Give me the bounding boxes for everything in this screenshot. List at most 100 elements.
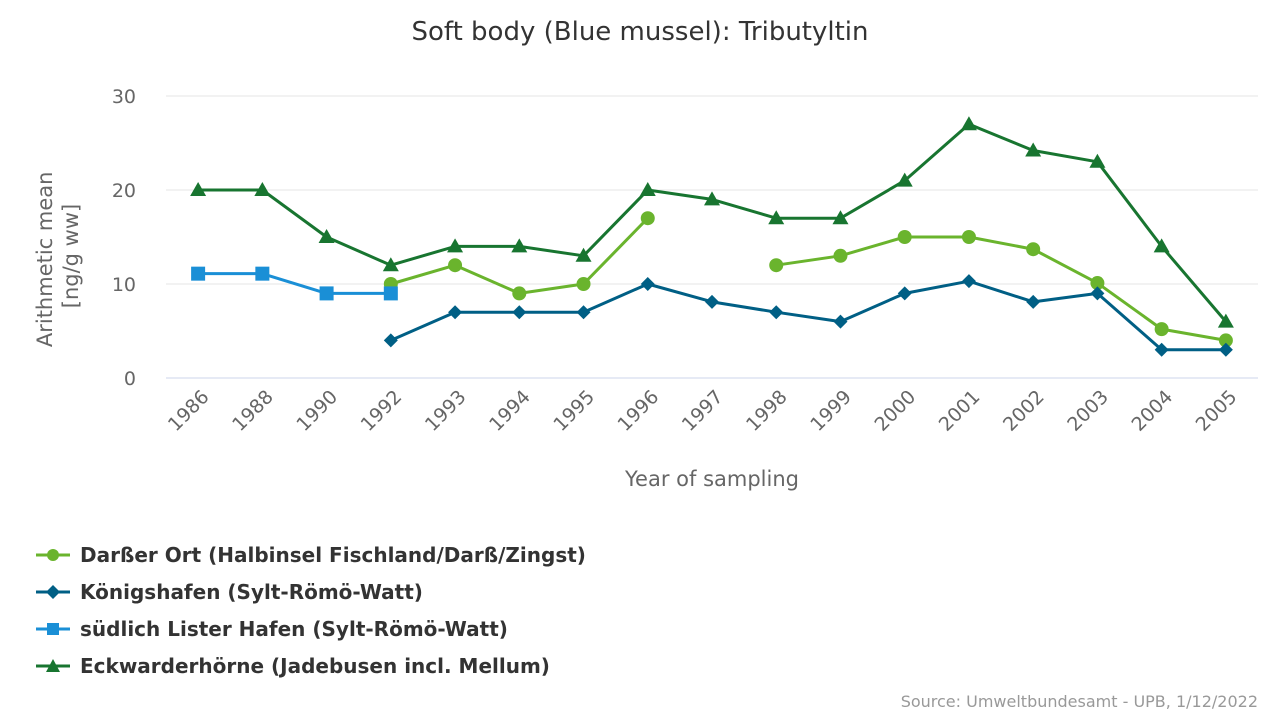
data-point[interactable] xyxy=(1026,294,1041,309)
legend-marker xyxy=(46,584,60,599)
x-tick-label: 1990 xyxy=(292,386,342,436)
series-2 xyxy=(191,266,398,301)
x-tick-label: 1988 xyxy=(228,386,278,436)
data-point[interactable] xyxy=(1090,276,1105,291)
x-tick-label: 2004 xyxy=(1127,386,1177,436)
data-point[interactable] xyxy=(1090,286,1105,301)
data-point[interactable] xyxy=(1218,342,1233,357)
legend-marker xyxy=(47,548,59,561)
legend-circle-icon xyxy=(36,548,70,561)
chart-title: Soft body (Blue mussel): Tributyltin xyxy=(411,17,868,47)
legend-marker xyxy=(46,658,60,672)
data-point[interactable] xyxy=(382,257,399,272)
data-point[interactable] xyxy=(383,286,398,301)
data-point[interactable] xyxy=(1154,322,1169,337)
y-tick-label: 20 xyxy=(112,180,136,202)
x-tick-label: 1986 xyxy=(164,386,214,436)
data-point[interactable] xyxy=(1153,238,1170,253)
data-point[interactable] xyxy=(961,274,976,289)
legend-item-koenigshafen[interactable]: Königshafen (Sylt-Römö-Watt) xyxy=(36,573,586,610)
data-point[interactable] xyxy=(191,266,206,281)
x-tick-label: 1992 xyxy=(357,386,407,436)
legend-marker xyxy=(47,622,59,635)
series-line xyxy=(390,279,1226,352)
data-point[interactable] xyxy=(255,266,270,281)
x-tick-label: 2003 xyxy=(1063,386,1113,436)
series-layer xyxy=(190,116,1234,357)
x-tick-label: 2005 xyxy=(1192,386,1242,436)
y-tick-label: 0 xyxy=(124,368,136,390)
data-point[interactable] xyxy=(512,305,527,320)
data-point[interactable] xyxy=(1026,242,1041,257)
legend-item-darsser-ort[interactable]: Darßer Ort (Halbinsel Fischland/Darß/Zin… xyxy=(36,536,586,573)
x-tick-labels: 1986 1988 1990 1992 1993 1994 1995 1996 1997 1998… xyxy=(164,386,1242,436)
data-point[interactable] xyxy=(319,286,334,301)
data-point[interactable] xyxy=(1025,142,1042,157)
data-point[interactable] xyxy=(639,182,656,196)
x-tick-label: 2000 xyxy=(870,386,920,436)
data-point[interactable] xyxy=(1154,342,1169,357)
series-1 xyxy=(383,274,1233,357)
source-credit: Source: Umweltbundesamt - UPB, 1/12/2022 xyxy=(900,692,1258,711)
data-point[interactable] xyxy=(769,258,784,273)
data-point[interactable] xyxy=(640,277,655,291)
x-tick-label: 1999 xyxy=(806,386,856,436)
data-point[interactable] xyxy=(833,314,848,329)
x-tick-label: 1997 xyxy=(678,386,728,436)
legend-square-icon xyxy=(36,622,70,635)
data-point[interactable] xyxy=(769,305,784,320)
data-point[interactable] xyxy=(1217,313,1234,328)
data-point[interactable] xyxy=(768,210,785,225)
data-point[interactable] xyxy=(318,229,335,243)
data-point[interactable] xyxy=(960,116,977,131)
x-tick-label: 1998 xyxy=(742,386,792,436)
data-point[interactable] xyxy=(896,172,913,187)
y-tick-label: 10 xyxy=(112,274,136,296)
x-tick-label: 2002 xyxy=(999,386,1049,436)
series-3 xyxy=(190,116,1234,328)
data-point[interactable] xyxy=(254,182,271,196)
y-axis-title: Arithmetic mean [ng/g ww] xyxy=(33,165,83,347)
data-point[interactable] xyxy=(575,247,592,262)
data-point[interactable] xyxy=(190,182,207,196)
data-point[interactable] xyxy=(961,230,976,244)
data-point[interactable] xyxy=(897,286,912,301)
legend-item-eckwarderhoerne[interactable]: Eckwarderhörne (Jadebusen incl. Mellum) xyxy=(36,647,586,684)
gridlines xyxy=(166,95,1258,379)
y-tick-label: 30 xyxy=(112,86,136,108)
y-tick-labels: 0 10 20 30 xyxy=(112,86,136,390)
data-point[interactable] xyxy=(640,211,655,226)
data-point[interactable] xyxy=(576,305,591,320)
y-axis-title-line-1: Arithmetic mean xyxy=(33,172,57,348)
data-point[interactable] xyxy=(511,238,528,253)
data-point[interactable] xyxy=(705,294,719,309)
x-tick-label: 2001 xyxy=(935,386,985,436)
data-point[interactable] xyxy=(576,277,591,291)
data-point[interactable] xyxy=(512,286,527,301)
x-tick-label: 1993 xyxy=(421,386,471,436)
legend-label: südlich Lister Hafen (Sylt-Römö-Watt) xyxy=(80,616,508,641)
x-tick-label: 1996 xyxy=(614,386,664,436)
legend: Darßer Ort (Halbinsel Fischland/Darß/Zin… xyxy=(36,536,586,684)
data-point[interactable] xyxy=(1089,153,1106,168)
data-point[interactable] xyxy=(897,230,912,244)
legend-triangle-icon xyxy=(36,658,70,672)
series-0 xyxy=(383,211,1233,348)
data-point[interactable] xyxy=(448,258,463,273)
x-axis-title: Year of sampling xyxy=(624,467,799,491)
data-point[interactable] xyxy=(1218,333,1233,348)
legend-label: Königshafen (Sylt-Römö-Watt) xyxy=(80,579,423,604)
data-point[interactable] xyxy=(704,191,720,206)
data-point[interactable] xyxy=(832,210,849,225)
legend-item-suedlich-lister-hafen[interactable]: südlich Lister Hafen (Sylt-Römö-Watt) xyxy=(36,610,586,647)
y-axis-title-line-2: [ng/g ww] xyxy=(59,204,83,308)
data-point[interactable] xyxy=(833,248,848,263)
data-point[interactable] xyxy=(383,333,398,348)
legend-label: Eckwarderhörne (Jadebusen incl. Mellum) xyxy=(80,653,550,678)
data-point[interactable] xyxy=(448,305,463,320)
x-tick-label: 1994 xyxy=(485,386,535,436)
legend-label: Darßer Ort (Halbinsel Fischland/Darß/Zin… xyxy=(80,542,586,567)
data-point[interactable] xyxy=(447,238,464,253)
series-line xyxy=(776,235,1227,342)
